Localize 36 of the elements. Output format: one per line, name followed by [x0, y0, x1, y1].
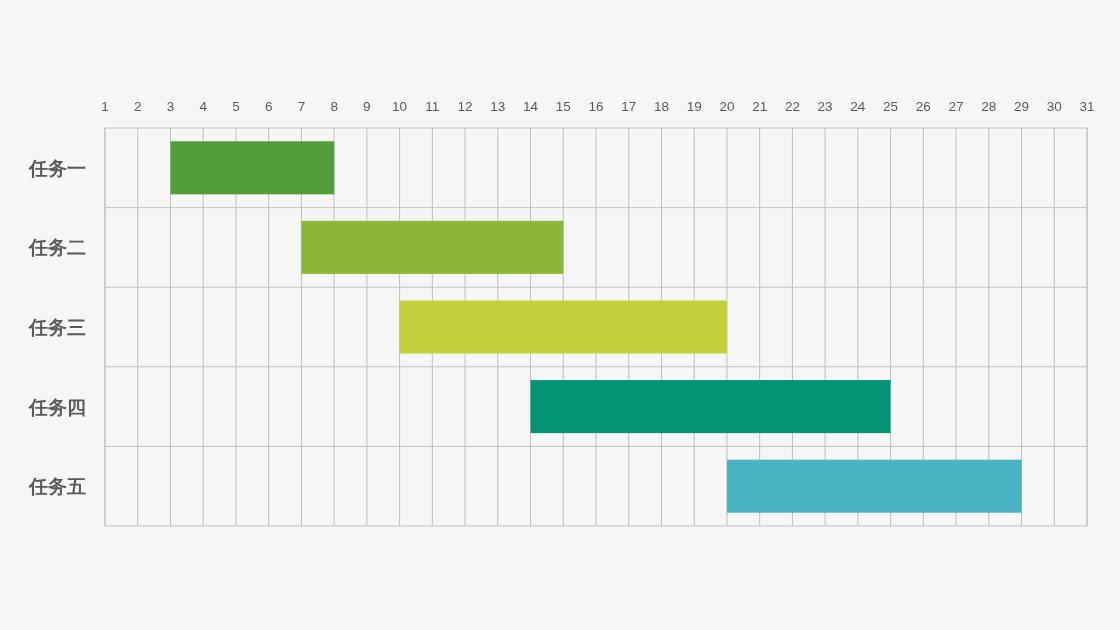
x-tick-label: 8 — [330, 99, 338, 114]
x-tick-label: 27 — [948, 99, 964, 114]
category-label: 任务四 — [29, 396, 86, 418]
x-tick-label: 17 — [621, 99, 637, 114]
x-tick-label: 2 — [134, 99, 142, 114]
x-tick-label: 31 — [1079, 99, 1095, 114]
x-tick-label: 9 — [363, 99, 371, 114]
x-tick-label: 7 — [297, 99, 306, 114]
x-tick-label: 4 — [199, 99, 207, 114]
x-tick-label: 21 — [752, 99, 768, 114]
x-tick-label: 29 — [1014, 99, 1030, 114]
x-tick-label: 5 — [232, 99, 240, 114]
x-tick-label: 28 — [981, 99, 997, 114]
x-tick-label: 10 — [392, 99, 408, 114]
x-tick-label: 30 — [1046, 99, 1062, 114]
x-tick-label: 13 — [490, 99, 506, 114]
x-tick-label: 25 — [883, 99, 899, 114]
x-tick-label: 12 — [457, 99, 473, 114]
x-tick-label: 22 — [784, 99, 800, 114]
category-label: 任务一 — [29, 157, 86, 179]
x-tick-label: 6 — [264, 99, 273, 114]
category-label: 任务五 — [29, 476, 86, 498]
category-label: 任务三 — [29, 317, 86, 338]
x-tick-label: 19 — [686, 99, 702, 114]
x-tick-label: 1 — [101, 99, 109, 114]
category-label: 任务二 — [29, 237, 86, 259]
x-tick-label: 11 — [425, 99, 440, 114]
x-tick-label: 24 — [850, 99, 866, 114]
x-tick-label: 18 — [653, 99, 669, 114]
x-tick-label: 16 — [588, 99, 604, 114]
x-tick-label: 3 — [166, 99, 175, 114]
x-tick-label: 15 — [555, 99, 571, 114]
x-tick-label: 14 — [523, 99, 539, 114]
x-tick-label: 20 — [719, 99, 735, 114]
x-tick-label: 23 — [817, 99, 833, 114]
x-tick-label: 26 — [915, 99, 931, 114]
